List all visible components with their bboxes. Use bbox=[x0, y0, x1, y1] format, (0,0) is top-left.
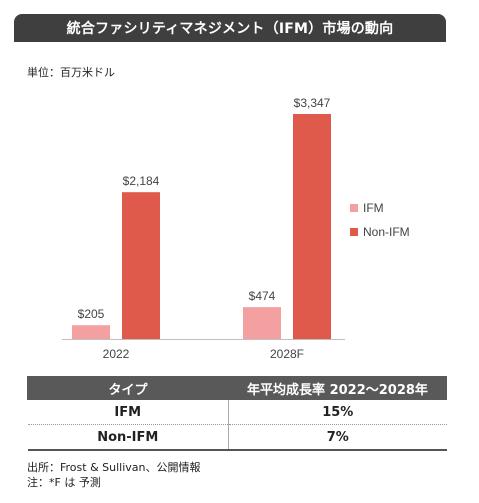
bar-ifm-2028f bbox=[243, 307, 281, 339]
source-note: 出所：Frost & Sullivan、公開情報 bbox=[27, 461, 201, 474]
table-cell-cagr: 15% bbox=[228, 399, 447, 425]
table-header-type: タイプ bbox=[27, 376, 229, 400]
legend-item-non-ifm: Non-IFM bbox=[350, 220, 410, 244]
legend-swatch-ifm bbox=[350, 204, 358, 212]
table-header-row: タイプ 年平均成長率 2022〜2028年 bbox=[27, 376, 447, 400]
bar-non-ifm-2028f bbox=[293, 114, 331, 339]
legend-swatch-non-ifm bbox=[350, 228, 358, 236]
data-label: $2,184 bbox=[123, 174, 160, 188]
legend: IFM Non-IFM bbox=[350, 196, 410, 244]
table-row: Non-IFM 7% bbox=[27, 424, 447, 451]
x-tick-label: 2028F bbox=[270, 347, 304, 361]
bar-chart: $205 $474 $2,184 $3,347 2022 2028F bbox=[62, 96, 345, 361]
table-cell-cagr: 7% bbox=[228, 424, 447, 451]
table-cell-type: Non-IFM bbox=[27, 424, 229, 451]
title-bar: 統合ファシリティマネジメント（IFM）市場の動向 bbox=[14, 14, 446, 42]
data-label: $3,347 bbox=[294, 96, 331, 110]
growth-table: タイプ 年平均成長率 2022〜2028年 IFM 15% Non-IFM 7% bbox=[27, 376, 447, 451]
legend-label-ifm: IFM bbox=[363, 201, 384, 215]
bar-non-ifm-2022 bbox=[122, 192, 160, 339]
table-header-cagr: 年平均成長率 2022〜2028年 bbox=[228, 376, 447, 400]
forecast-note: 注：*F は 予測 bbox=[27, 476, 101, 489]
unit-label: 単位：百万米ドル bbox=[27, 66, 115, 79]
legend-item-ifm: IFM bbox=[350, 196, 410, 220]
data-label: $205 bbox=[78, 307, 105, 321]
legend-label-non-ifm: Non-IFM bbox=[363, 225, 410, 239]
data-label: $474 bbox=[249, 289, 276, 303]
table-cell-type: IFM bbox=[27, 399, 229, 425]
bar-ifm-2022 bbox=[72, 325, 110, 339]
x-tick-label: 2022 bbox=[103, 347, 130, 361]
chart-title: 統合ファシリティマネジメント（IFM）市場の動向 bbox=[66, 21, 394, 37]
footnotes: 出所：Frost & Sullivan、公開情報 注：*F は 予測 bbox=[27, 460, 201, 490]
table-row: IFM 15% bbox=[27, 399, 447, 425]
